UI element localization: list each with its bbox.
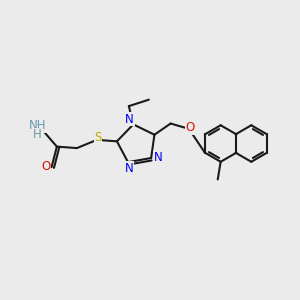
Text: O: O	[186, 121, 195, 134]
Text: S: S	[94, 131, 101, 144]
Text: H: H	[33, 128, 42, 141]
Text: O: O	[41, 160, 50, 173]
Text: N: N	[125, 162, 134, 175]
Text: N: N	[154, 151, 163, 164]
Text: NH: NH	[29, 119, 47, 132]
Text: N: N	[125, 113, 134, 126]
